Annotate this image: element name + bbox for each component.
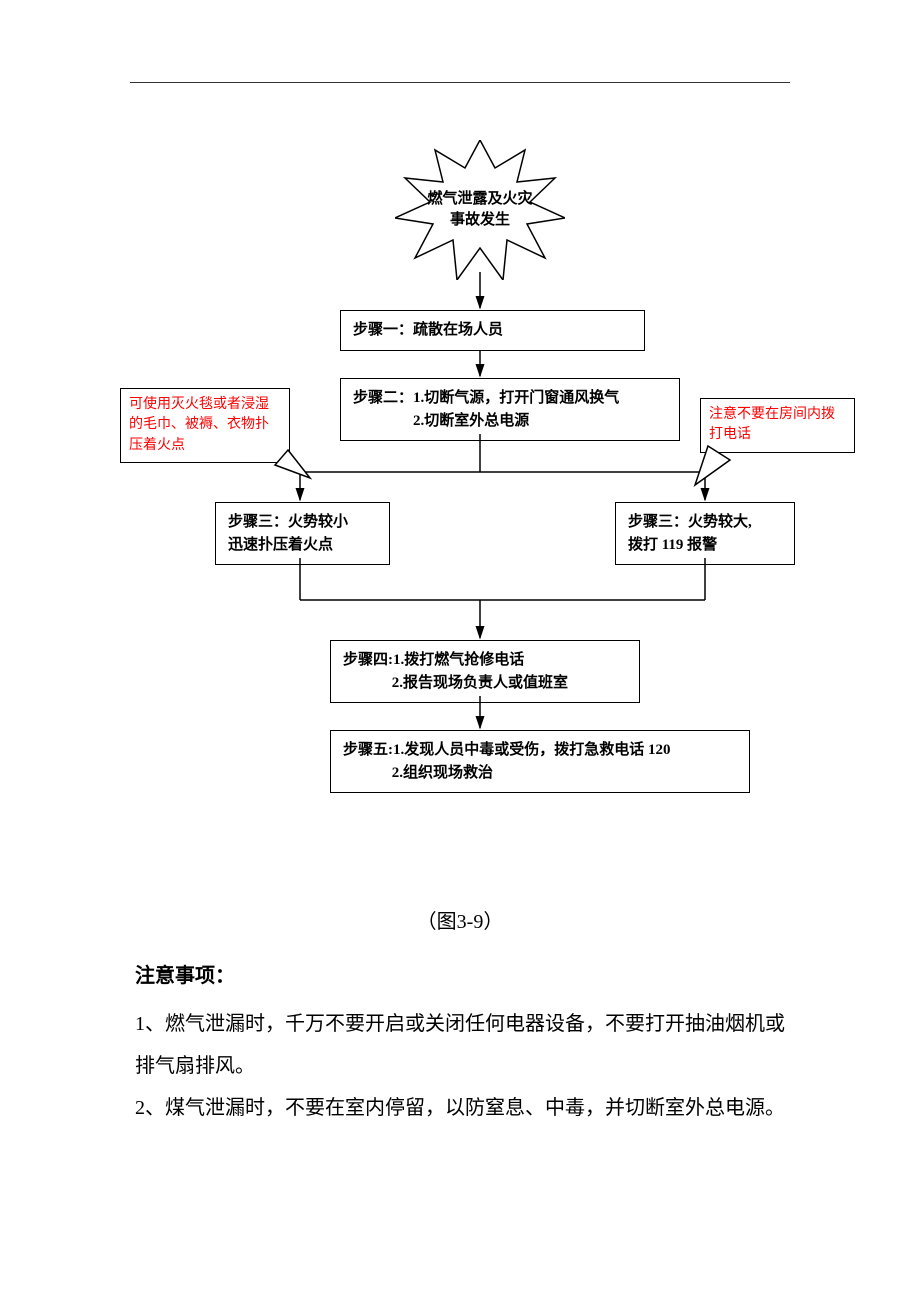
figure-caption: （图3-9）	[0, 905, 920, 934]
starburst-label: 燃气泄露及火灾事故发生	[395, 140, 565, 280]
callout-left: 可使用灭火毯或者浸湿的毛巾、被褥、衣物扑压着火点	[120, 388, 290, 463]
step3b-box: 步骤三：火势较大, 拨打 119 报警	[615, 502, 795, 565]
flowchart-container: 燃气泄露及火灾事故发生 步骤一：疏散在场人员 步骤二：1.切断气源，打开门窗通风…	[0, 120, 920, 860]
notes-title: 注意事项：	[135, 955, 785, 997]
starburst-node: 燃气泄露及火灾事故发生	[395, 140, 565, 280]
notes-item-1: 1、燃气泄漏时，千万不要开启或关闭任何电器设备，不要打开抽油烟机或排气扇排风。	[135, 1003, 785, 1087]
step3a-box: 步骤三：火势较小 迅速扑压着火点	[215, 502, 390, 565]
notes-item-2: 2、煤气泄漏时，不要在室内停留，以防窒息、中毒，并切断室外总电源。	[135, 1087, 785, 1129]
step5-box: 步骤五:1.发现人员中毒或受伤，拨打急救电话 120 2.组织现场救治	[330, 730, 750, 793]
step2-box: 步骤二：1.切断气源，打开门窗通风换气 2.切断室外总电源	[340, 378, 680, 441]
step4-box: 步骤四:1.拨打燃气抢修电话 2.报告现场负责人或值班室	[330, 640, 640, 703]
page-top-rule	[130, 82, 790, 83]
notes-section: 注意事项： 1、燃气泄漏时，千万不要开启或关闭任何电器设备，不要打开抽油烟机或排…	[135, 955, 785, 1129]
callout-right: 注意不要在房间内拨打电话	[700, 398, 855, 453]
step1-box: 步骤一：疏散在场人员	[340, 310, 645, 351]
